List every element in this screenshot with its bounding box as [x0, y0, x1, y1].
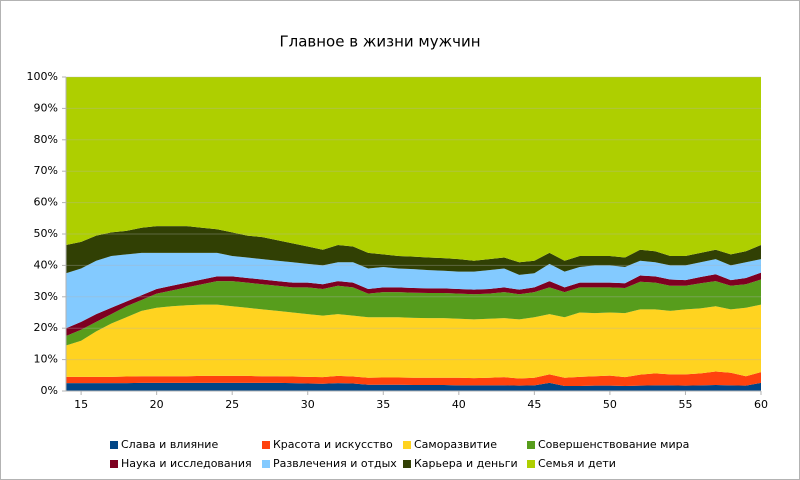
area	[66, 279, 761, 346]
x-tick-label: 55	[678, 398, 692, 411]
area	[66, 272, 761, 337]
legend-label: Саморазвитие	[414, 438, 497, 451]
legend-label: Слава и влияние	[121, 438, 218, 451]
x-tick-label: 45	[527, 398, 541, 411]
y-tick-label: 60%	[34, 196, 58, 209]
y-tick-label: 90%	[34, 101, 58, 114]
legend-swatch	[110, 460, 118, 468]
x-tick-label: 40	[452, 398, 466, 411]
y-tick-label: 20%	[34, 321, 58, 334]
legend-label: Семья и дети	[538, 457, 616, 470]
area	[66, 304, 761, 379]
x-tick-label: 60	[754, 398, 768, 411]
y-tick-label: 0%	[41, 384, 58, 397]
x-tick-label: 20	[150, 398, 164, 411]
y-tick-label: 70%	[34, 164, 58, 177]
legend-label: Развлечения и отдых	[273, 457, 397, 470]
legend-swatch	[110, 441, 118, 449]
area	[66, 226, 761, 275]
y-tick-label: 40%	[34, 258, 58, 271]
x-tick-label: 35	[376, 398, 390, 411]
y-tick-label: 30%	[34, 290, 58, 303]
legend-swatch	[403, 460, 411, 468]
y-tick-label: 100%	[27, 70, 58, 83]
legend-swatch	[527, 441, 535, 449]
area	[66, 382, 761, 391]
x-tick-label: 50	[603, 398, 617, 411]
area	[66, 252, 761, 329]
x-tick-label: 15	[74, 398, 88, 411]
legend-label: Карьера и деньги	[414, 457, 518, 470]
legend-label: Красота и искусство	[273, 438, 393, 451]
x-tick-label: 30	[301, 398, 315, 411]
legend-swatch	[262, 460, 270, 468]
legend-swatch	[527, 460, 535, 468]
area	[66, 371, 761, 386]
area	[66, 77, 761, 263]
legend-label: Совершенствование мира	[538, 438, 689, 451]
chart-title: Главное в жизни мужчин	[279, 33, 480, 51]
x-tick-label: 25	[225, 398, 239, 411]
y-tick-label: 50%	[34, 227, 58, 240]
y-tick-label: 10%	[34, 353, 58, 366]
legend-label: Наука и исследования	[121, 457, 252, 470]
legend-swatch	[403, 441, 411, 449]
y-tick-label: 80%	[34, 133, 58, 146]
legend-swatch	[262, 441, 270, 449]
